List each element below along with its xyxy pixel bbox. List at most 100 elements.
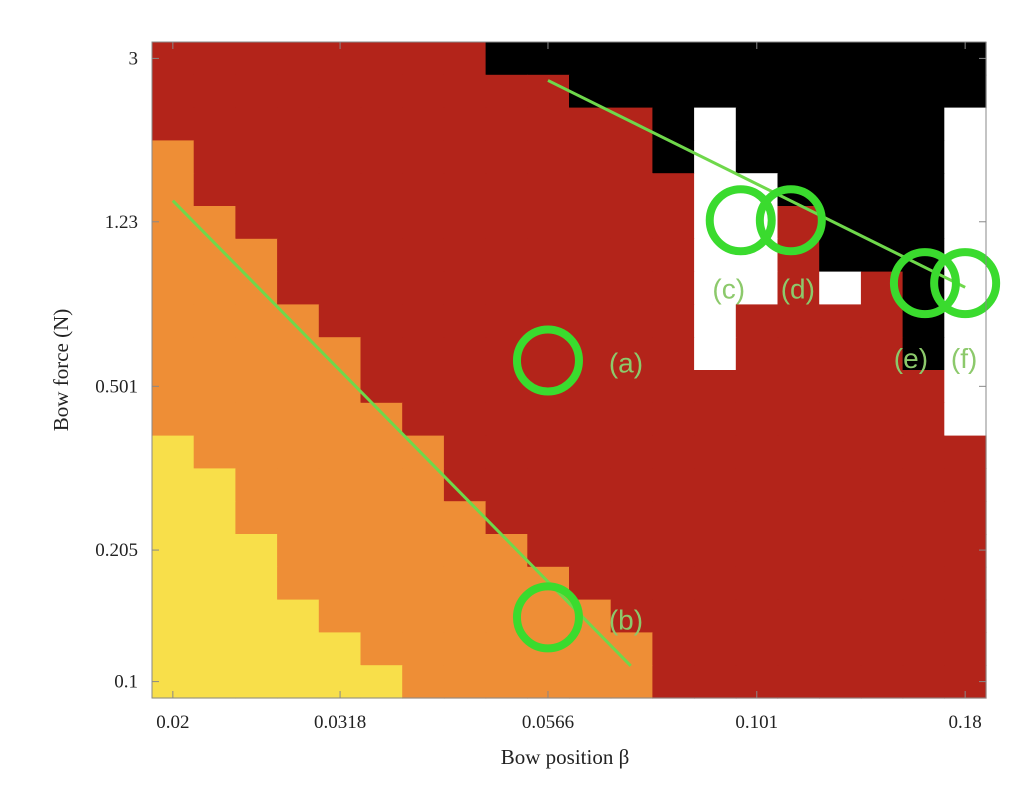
heatmap-cell <box>610 534 653 568</box>
heatmap-cell <box>527 173 570 207</box>
heatmap-cell <box>485 435 528 469</box>
x-tick-label: 0.02 <box>156 712 189 733</box>
heatmap-cell <box>610 173 653 207</box>
heatmap-cell <box>193 271 236 305</box>
marker-circle <box>930 248 1001 319</box>
heatmap-cell <box>777 435 820 469</box>
heatmap-cell <box>527 435 570 469</box>
heatmap-cell <box>735 534 779 568</box>
heatmap-cell <box>694 435 737 469</box>
heatmap-cell <box>819 665 862 699</box>
heatmap-cell <box>902 665 945 699</box>
heatmap-cell <box>610 468 653 502</box>
heatmap-cell <box>235 370 278 404</box>
heatmap-cell <box>402 107 445 141</box>
heatmap-cell <box>652 337 695 371</box>
heatmap-cell <box>652 304 695 338</box>
heatmap-cell <box>235 74 278 109</box>
heatmap-cell <box>569 665 612 699</box>
heatmap-cell <box>735 107 779 141</box>
heatmap-cell <box>819 107 862 141</box>
heatmap-cell <box>860 42 904 76</box>
heatmap-cell <box>610 42 653 76</box>
heatmap-cell <box>360 501 403 535</box>
heatmap-cell <box>902 534 945 568</box>
y-axis-label: Bow force (N) <box>49 309 73 431</box>
heatmap-cell <box>443 206 487 240</box>
heatmap-cell <box>819 435 862 469</box>
heatmap-cell <box>193 337 236 371</box>
heatmap-cell <box>193 599 236 633</box>
heatmap-cell <box>610 271 653 305</box>
heatmap-cell <box>777 74 820 109</box>
heatmap-cell <box>152 271 195 305</box>
heatmap-cell <box>235 566 278 601</box>
heatmap-cell <box>860 370 904 404</box>
heatmap-cell <box>402 271 445 305</box>
heatmap-cell <box>277 402 320 437</box>
heatmap-cell <box>318 304 362 338</box>
heatmap-cell <box>235 304 278 338</box>
heatmap-cell <box>277 599 320 633</box>
heatmap-cell <box>527 534 570 568</box>
heatmap-cell <box>652 599 695 633</box>
heatmap-cell <box>193 140 236 174</box>
heatmap-cell <box>860 304 904 338</box>
heatmap-cell <box>860 107 904 141</box>
heatmap-cell <box>860 74 904 109</box>
heatmap-cell <box>193 42 236 76</box>
x-axis-label: Bow position β <box>501 745 630 769</box>
heatmap-cell <box>360 566 403 601</box>
heatmap-cell <box>735 501 779 535</box>
y-tick-label: 1.23 <box>105 212 138 233</box>
y-tick-label: 3 <box>129 48 139 69</box>
heatmap-cell <box>652 501 695 535</box>
heatmap-cell <box>860 599 904 633</box>
heatmap-cell <box>277 206 320 240</box>
heatmap-cell <box>610 238 653 273</box>
heatmap-cell <box>360 435 403 469</box>
heatmap-cell <box>152 304 195 338</box>
heatmap-cell <box>777 107 820 141</box>
heatmap-cell <box>652 238 695 273</box>
heatmap-cell <box>819 370 862 404</box>
heatmap-cell <box>569 140 612 174</box>
heatmap-cell <box>360 271 403 305</box>
heatmap-cell <box>152 107 195 141</box>
heatmap-cell <box>360 599 403 633</box>
heatmap-cell <box>860 501 904 535</box>
heatmap-cell <box>318 435 362 469</box>
heatmap-cell <box>402 534 445 568</box>
heatmap-cell <box>610 140 653 174</box>
marker-label: (e) <box>894 343 928 374</box>
heatmap-cell <box>235 665 278 699</box>
heatmap-cell <box>277 173 320 207</box>
heatmap-cell <box>944 173 987 207</box>
heatmap-cell <box>610 435 653 469</box>
heatmap-cell <box>860 534 904 568</box>
heatmap-cell <box>819 173 862 207</box>
heatmap-cell <box>569 238 612 273</box>
heatmap-cell <box>860 468 904 502</box>
heatmap-cell <box>193 632 236 666</box>
heatmap-cell <box>569 468 612 502</box>
heatmap-cell <box>277 107 320 141</box>
heatmap-cell <box>485 402 528 437</box>
heatmap-cell <box>527 140 570 174</box>
heatmap-cell <box>944 140 987 174</box>
heatmap-cell <box>777 566 820 601</box>
heatmap-cell <box>819 304 862 338</box>
heatmap-cell <box>735 140 779 174</box>
heatmap-cell <box>402 173 445 207</box>
heatmap-cell <box>569 206 612 240</box>
heatmap-cell <box>902 107 945 141</box>
heatmap-cell <box>694 402 737 437</box>
heatmap-cell <box>902 370 945 404</box>
heatmap-cell <box>777 304 820 338</box>
heatmap-cell <box>652 42 695 76</box>
heatmap-cell <box>318 632 362 666</box>
heatmap-cell <box>277 238 320 273</box>
heatmap-cell <box>819 238 862 273</box>
heatmap-cell <box>735 402 779 437</box>
heatmap-cell <box>569 304 612 338</box>
